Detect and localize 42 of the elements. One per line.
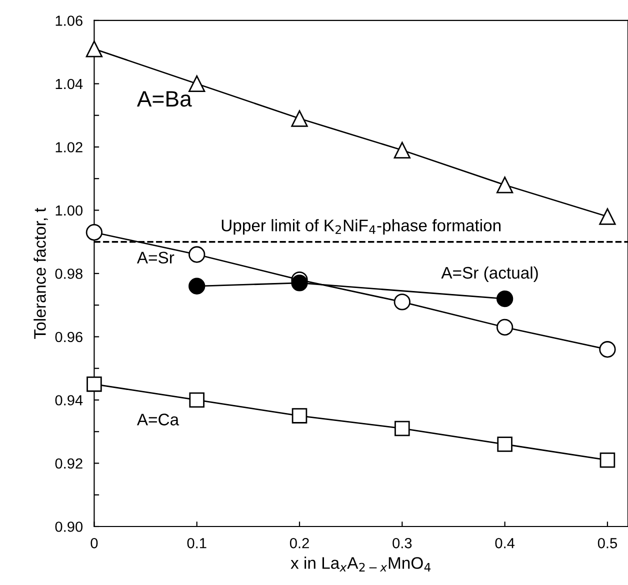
x-tick-label: 0.4: [495, 538, 515, 548]
point: [497, 436, 512, 452]
y-tick-label: 0.92: [55, 458, 82, 469]
ref-line-label: Upper limit of K$_{2}$NiF$_{4}$-phase formation: [222, 219, 501, 235]
point: [394, 142, 410, 158]
point: [496, 290, 514, 308]
series-label: A=Ca: [136, 414, 180, 426]
point: [291, 110, 308, 127]
point: [599, 208, 616, 225]
y-tick-label: 0.98: [55, 268, 82, 279]
point: [496, 318, 514, 336]
series-label: A=Sr (actual): [441, 266, 538, 282]
x-tick-label: 0.5: [598, 538, 617, 548]
point: [86, 40, 103, 58]
y-tick-label: 1.02: [56, 142, 82, 152]
x-tick-label: 0.2: [290, 538, 309, 548]
x-tick-label: 0.3: [392, 538, 412, 548]
y-tick-label: 0.96: [55, 332, 82, 342]
series-label: A=Ba: [136, 91, 192, 107]
point: [496, 176, 514, 194]
y-tick-label: 1.04: [56, 78, 83, 90]
point: [86, 224, 103, 241]
y-tick-label: 0.90: [55, 522, 83, 532]
point: [188, 75, 206, 92]
point: [599, 341, 616, 358]
point: [291, 274, 308, 292]
point: [189, 392, 204, 408]
point: [394, 420, 410, 436]
x-tick-label: 0.1: [187, 538, 206, 548]
point: [292, 408, 308, 424]
point: [188, 278, 206, 294]
point: [394, 294, 410, 310]
y-axis-title: Tolerance factor, t: [34, 208, 48, 339]
series-label: A=Sr: [136, 252, 174, 264]
x-tick-label: 0: [90, 538, 98, 548]
y-tick-label: 1.00: [56, 205, 83, 216]
point: [188, 246, 206, 263]
y-tick-label: 0.94: [55, 395, 83, 406]
point: [86, 376, 102, 392]
y-tick-label: 1.06: [56, 16, 82, 26]
point: [600, 452, 616, 468]
x-axis-title: x in La$_{x}$A$_{2−x}$MnO$_{4}$: [290, 556, 431, 572]
